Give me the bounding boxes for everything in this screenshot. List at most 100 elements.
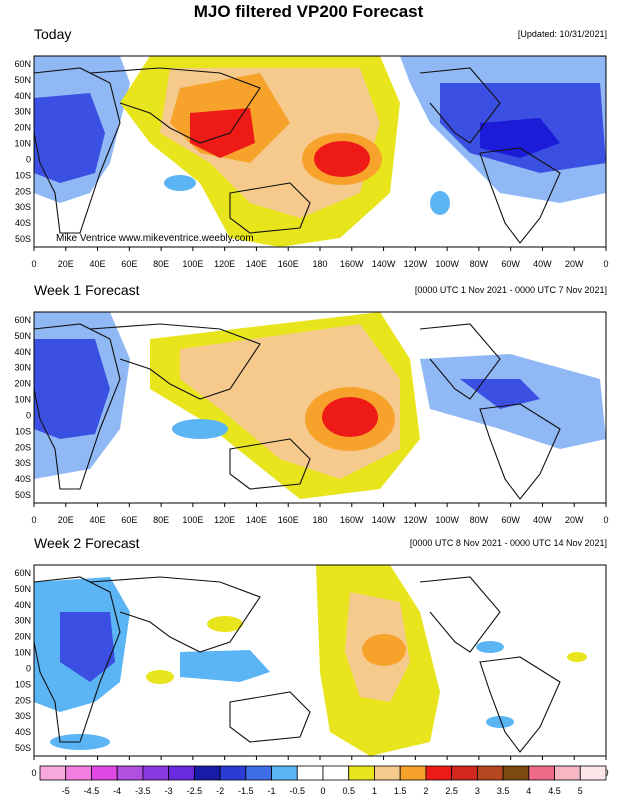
colorbar-labels: -5 -4.5 -4 -3.5 -3 -2.5 -2 -1.5 -1 -0.5 0 0.5 1 1.5 2 2… xyxy=(62,786,583,796)
lon-tick-label: 160W xyxy=(340,515,364,525)
lon-tick-label: 20W xyxy=(565,515,584,525)
panel-title: Week 2 Forecast xyxy=(34,535,140,551)
colorbar-label: 3 xyxy=(475,786,480,796)
map-today: Mike Ventrice www.mikeventrice.weebly.co… xyxy=(14,55,609,269)
lon-tick-label: 20W xyxy=(565,259,584,269)
lat-tick-label: 50S xyxy=(15,234,31,244)
lon-tick-label: 40E xyxy=(90,259,106,269)
lon-tick-label: 80W xyxy=(470,259,489,269)
lon-tick-label: 80E xyxy=(153,259,169,269)
colorbar-label: 5 xyxy=(578,786,583,796)
lat-tick-label: 30N xyxy=(14,616,31,626)
lon-tick-label: 100E xyxy=(182,515,203,525)
panel-date-note: [0000 UTC 1 Nov 2021 - 0000 UTC 7 Nov 20… xyxy=(414,285,607,295)
lat-tick-label: 10S xyxy=(15,426,31,436)
lon-tick-label: 60E xyxy=(121,515,137,525)
colorbar-label: 4.5 xyxy=(548,786,561,796)
lat-tick-label: 50N xyxy=(14,331,31,341)
colorbar-swatch xyxy=(193,765,221,781)
colorbar: -5 -4.5 -4 -3.5 -3 -2.5 -2 -1.5 -1 -0.5 0 0.5 1 1.5 2 2… xyxy=(39,765,607,796)
colorbar-swatch xyxy=(476,765,504,781)
lat-tick-label: 40N xyxy=(14,91,31,101)
lat-axis: 60N 50N 40N 30N 20N 10N 0 10S 20S 30S 40S 50S xyxy=(14,59,31,244)
lon-tick-label: 160E xyxy=(278,259,299,269)
lat-axis: 60N 50N 40N 30N 20N 10N 0 10S 20S 30S 40S 50S xyxy=(14,315,31,500)
colorbar-swatch xyxy=(296,765,324,781)
colorbar-label: -4.5 xyxy=(84,786,100,796)
colorbar-swatch xyxy=(502,765,530,781)
panel-title: Week 1 Forecast xyxy=(34,282,140,298)
lat-tick-label: 30S xyxy=(15,458,31,468)
lat-tick-label: 20S xyxy=(15,442,31,452)
lon-axis: 0 20E 40E 60E 80E 100E 120E 140E 160E 180 160W 140W… xyxy=(31,247,609,269)
lat-tick-label: 50S xyxy=(15,743,31,753)
colorbar-boxes xyxy=(39,765,607,781)
lon-tick-label: 0 xyxy=(31,259,36,269)
lon-tick-label: 60W xyxy=(501,515,520,525)
lon-tick-label: 140W xyxy=(372,515,396,525)
panel-title: Today xyxy=(34,26,72,42)
colorbar-swatch xyxy=(322,765,350,781)
colorbar-label: 1 xyxy=(372,786,377,796)
lon-tick-label: 160E xyxy=(278,515,299,525)
lat-tick-label: 30N xyxy=(14,107,31,117)
colorbar-label: 0 xyxy=(320,786,325,796)
lon-axis: 0 20E 40E 60E 80E 100E 120E 140E 160E 180 160W 140W… xyxy=(31,503,609,525)
lat-tick-label: 50S xyxy=(15,490,31,500)
lat-tick-label: 60N xyxy=(14,59,31,69)
lat-tick-label: 20S xyxy=(15,695,31,705)
colorbar-label: 3.5 xyxy=(497,786,510,796)
colorbar-swatch xyxy=(374,765,401,781)
panel-week2: Week 2 Forecast [0000 UTC 8 Nov 2021 - 0… xyxy=(0,535,617,787)
lon-tick-label: 180 xyxy=(312,259,327,269)
lon-tick-label: 20E xyxy=(58,515,74,525)
lon-tick-label: 0 xyxy=(603,259,608,269)
colorbar-swatch xyxy=(142,765,170,781)
colorbar-swatch xyxy=(91,765,118,781)
colorbar-label: -2 xyxy=(216,786,224,796)
colorbar-label: -4 xyxy=(113,786,121,796)
colorbar-label: 1.5 xyxy=(394,786,407,796)
colorbar-swatch xyxy=(116,765,144,781)
anomaly-negative-core xyxy=(34,93,105,183)
colorbar-label: -3.5 xyxy=(135,786,151,796)
lon-tick-label: 80W xyxy=(470,515,489,525)
lat-tick-label: 20N xyxy=(14,632,31,642)
colorbar-label: 2.5 xyxy=(445,786,458,796)
lat-tick-label: 60N xyxy=(14,315,31,325)
colorbar-swatch xyxy=(528,765,555,781)
lat-tick-label: 20N xyxy=(14,379,31,389)
lat-tick-label: 10N xyxy=(14,139,31,149)
colorbar-label: -1 xyxy=(268,786,276,796)
lon-tick-label: 0 xyxy=(31,768,36,778)
colorbar-swatch xyxy=(65,765,92,781)
colorbar-label: -2.5 xyxy=(187,786,203,796)
lon-tick-label: 40E xyxy=(90,515,106,525)
lat-tick-label: 10S xyxy=(15,679,31,689)
lon-tick-label: 120W xyxy=(404,259,428,269)
map-week1: 60N 50N 40N 30N 20N 10N 0 10S 20S 30S 40S 50S 0 20E 4… xyxy=(14,311,609,525)
colorbar-label: -1.5 xyxy=(238,786,254,796)
lon-tick-label: 140E xyxy=(246,259,267,269)
lat-tick-label: 30S xyxy=(15,711,31,721)
lat-tick-label: 40N xyxy=(14,347,31,357)
colorbar-swatch xyxy=(425,765,453,781)
lat-tick-label: 20S xyxy=(15,186,31,196)
colorbar-swatch xyxy=(168,765,195,781)
lat-tick-label: 0 xyxy=(26,663,31,673)
lat-tick-label: 40N xyxy=(14,600,31,610)
lon-tick-label: 120E xyxy=(214,259,235,269)
lat-tick-label: 40S xyxy=(15,474,31,484)
main-title: MJO filtered VP200 Forecast xyxy=(193,2,424,21)
colorbar-swatch xyxy=(245,765,272,781)
lon-tick-label: 60E xyxy=(121,259,137,269)
lon-tick-label: 60W xyxy=(501,259,520,269)
lat-tick-label: 50N xyxy=(14,75,31,85)
lat-tick-label: 10N xyxy=(14,648,31,658)
lon-tick-label: 40W xyxy=(533,259,552,269)
colorbar-swatch xyxy=(348,765,375,781)
colorbar-label: -5 xyxy=(62,786,70,796)
lat-tick-label: 10N xyxy=(14,395,31,405)
colorbar-label: -3 xyxy=(165,786,173,796)
